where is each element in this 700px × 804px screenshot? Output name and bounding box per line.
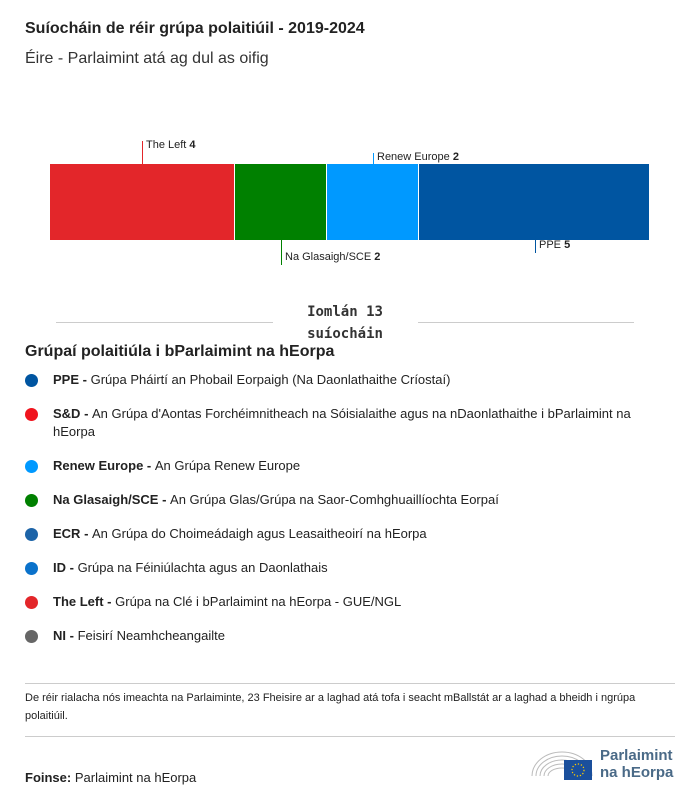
data-label-category: PPE [539,239,565,251]
legend-dot-icon [25,408,38,421]
data-label-category: Renew Europe [377,151,453,163]
label-tick [535,240,536,253]
legend-abbr: S&D [53,406,81,421]
legend-name: An Grúpa do Choimeádaigh agus Leasaitheo… [92,526,427,541]
legend-text: PPE - Grúpa Pháirtí an Phobail Eorpaigh … [53,372,451,387]
legend-name: Feisirí Neamhcheangailte [77,628,225,643]
data-label-category: Na Glasaigh/SCE [285,251,375,263]
data-label: PPE 5 [539,239,570,251]
logo-line1: Parlaimint [600,747,673,764]
legend-name: Grúpa na Clé i bParlaimint na hEorpa - G… [115,594,402,609]
logo-line2: na hEorpa [600,764,674,781]
bar-segment-3 [419,164,650,240]
legend-dot-icon [25,630,38,643]
legend-dot-icon [25,528,38,541]
legend-name: Grúpa na Féiniúlachta agus an Daonlathai… [77,560,328,575]
legend-title: Grúpaí polaitiúla i bParlaimint na hEorp… [25,343,335,360]
legend-item: S&D - An Grúpa d'Aontas Forchéimnitheach… [25,405,675,441]
total-seats-label: Iomlán 13 suíocháin [307,304,383,342]
legend-text: NI - Feisirí Neamhcheangailte [53,628,225,643]
hemicycle-flag-icon [531,751,593,780]
chart-title: Suíocháin de réir grúpa polaitiúil - 201… [25,20,365,37]
legend-text: Na Glasaigh/SCE - An Grúpa Glas/Grúpa na… [53,492,499,507]
legend-abbr: Na Glasaigh/SCE [53,492,159,507]
label-tick [373,153,374,164]
data-label-value: 4 [189,139,196,151]
legend-abbr: The Left [53,594,104,609]
label-tick [142,141,143,164]
divider [25,736,675,737]
legend-item: Renew Europe - An Grúpa Renew Europe [25,457,675,475]
label-tick [281,240,282,265]
legend-abbr: NI [53,628,66,643]
divider [418,322,634,323]
legend-text: ID - Grúpa na Féiniúlachta agus an Daonl… [53,560,328,575]
legend-dot-icon [25,460,38,473]
data-label-value: 5 [564,239,571,251]
bar-segment-0 [50,164,235,240]
legend-abbr: ECR [53,526,81,541]
source-label: Foinse: [25,770,72,785]
data-label: The Left 4 [146,139,196,151]
divider [56,322,273,323]
legend-item: PPE - Grúpa Pháirtí an Phobail Eorpaigh … [25,371,675,389]
legend-name: An Grúpa Glas/Grúpa na Saor-Comhghuaillí… [170,492,499,507]
source: Foinse: Parlaimint na hEorpa [25,770,196,785]
legend-abbr: ID [53,560,66,575]
legend-item: Na Glasaigh/SCE - An Grúpa Glas/Grúpa na… [25,491,675,509]
bar-segment-1 [234,164,327,240]
legend-text: Renew Europe - An Grúpa Renew Europe [53,458,301,473]
legend-item: NI - Feisirí Neamhcheangailte [25,627,675,645]
legend-text: S&D - An Grúpa d'Aontas Forchéimnitheach… [53,406,631,439]
legend-abbr: PPE [53,372,80,387]
legend-dot-icon [25,562,38,575]
legend-item: The Left - Grúpa na Clé i bParlaimint na… [25,593,675,611]
legend-name: An Grúpa d'Aontas Forchéimnitheach na Só… [53,406,631,439]
legend-text: ECR - An Grúpa do Choimeádaigh agus Leas… [53,526,427,541]
legend-dot-icon [25,596,38,609]
divider [25,683,675,684]
legend-name: Grúpa Pháirtí an Phobail Eorpaigh (Na Da… [90,372,451,387]
legend-abbr: Renew Europe [53,458,144,473]
data-label: Na Glasaigh/SCE 2 [285,251,380,263]
data-label: Renew Europe 2 [377,151,459,163]
data-label-value: 2 [374,251,381,263]
data-label-value: 2 [452,151,459,163]
legend-name: An Grúpa Renew Europe [154,458,301,473]
legend-item: ID - Grúpa na Féiniúlachta agus an Daonl… [25,559,675,577]
legend-dot-icon [25,374,38,387]
chart-subtitle: Éire - Parlaimint atá ag dul as oifig [25,50,269,67]
legend-item: ECR - An Grúpa do Choimeádaigh agus Leas… [25,525,675,543]
data-label-category: The Left [146,139,190,151]
bar-segment-2 [326,164,420,240]
legend-dot-icon [25,494,38,507]
legend-text: The Left - Grúpa na Clé i bParlaimint na… [53,594,402,609]
ep-logo: Parlaimint na hEorpa [530,746,673,782]
footnote: De réir rialacha nós imeachta na Parlaim… [25,692,636,722]
source-value: Parlaimint na hEorpa [74,770,197,785]
